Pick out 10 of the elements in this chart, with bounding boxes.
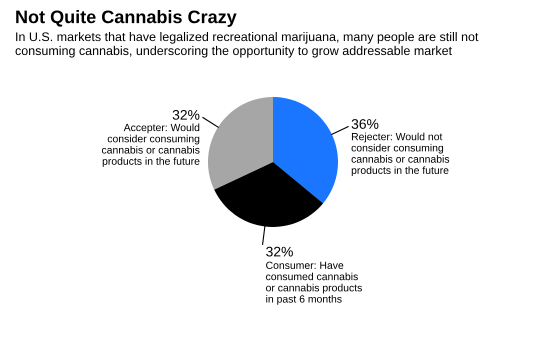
slice-label: Consumer: Have consumed cannabis or cannabis products in past 6 months xyxy=(266,262,362,305)
pie-slice xyxy=(208,97,273,190)
chart-title: Not Quite Cannabis Crazy xyxy=(16,10,237,27)
slice-label: Rejecter: Would not consider consuming cannabis or cannabis products in the future xyxy=(352,132,450,176)
data-label: 32% xyxy=(172,110,200,120)
slice-label: Accepter: Would consider consuming cannabis or cannabis products in the future xyxy=(102,124,200,167)
pie-slice xyxy=(273,97,338,204)
chart-subtitle: In U.S. markets that have legalized recreational marijuana, many people are still not consuming cannabis, underscoring the opportunity to grow addressable market xyxy=(16,32,478,58)
data-label: 32% xyxy=(266,246,293,257)
data-label: 36% xyxy=(352,119,378,129)
